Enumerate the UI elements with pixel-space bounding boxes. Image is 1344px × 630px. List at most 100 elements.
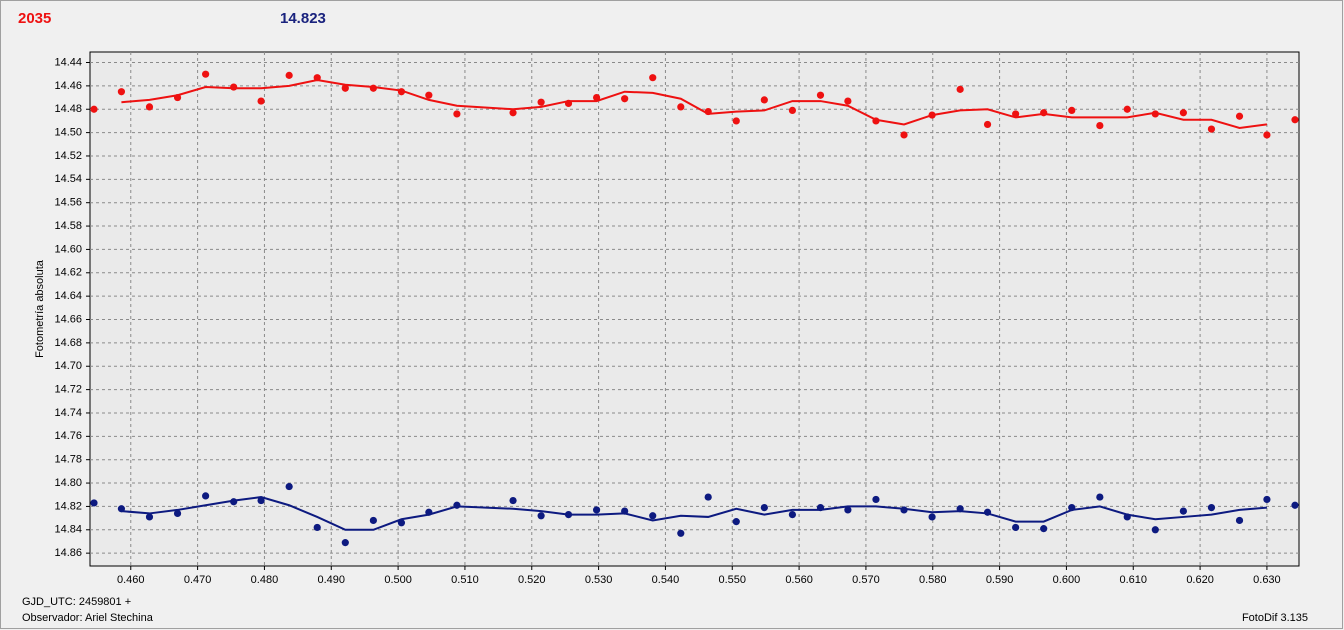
data-point xyxy=(649,74,657,82)
footer-text: Observador: Ariel Stechina xyxy=(22,612,154,624)
data-point xyxy=(1235,516,1244,525)
data-point xyxy=(90,105,98,113)
data-point xyxy=(788,106,797,115)
data-point xyxy=(1123,105,1131,113)
y-tick-label: 14.52 xyxy=(54,150,82,162)
data-point xyxy=(202,492,210,500)
x-tick-label: 0.510 xyxy=(451,574,479,586)
data-point xyxy=(1207,125,1216,133)
data-point xyxy=(145,513,154,521)
data-point xyxy=(900,131,908,139)
y-tick-label: 14.68 xyxy=(54,337,82,349)
data-point xyxy=(1012,523,1020,532)
data-point xyxy=(677,103,685,111)
data-point xyxy=(760,503,768,512)
data-point xyxy=(1040,525,1048,533)
x-tick-label: 0.550 xyxy=(718,574,746,586)
data-point xyxy=(1096,493,1104,501)
footer-text: GJD_UTC: 2459801 + xyxy=(22,596,131,608)
data-point xyxy=(453,110,461,118)
data-point xyxy=(1179,109,1187,117)
data-point xyxy=(760,96,768,104)
x-tick-label: 0.530 xyxy=(585,574,613,586)
data-point xyxy=(341,84,349,92)
x-tick-label: 0.620 xyxy=(1186,574,1214,586)
y-tick-label: 14.58 xyxy=(54,220,82,232)
data-point xyxy=(1235,112,1244,120)
y-tick-label: 14.54 xyxy=(54,173,82,185)
data-point xyxy=(1291,116,1299,124)
data-point xyxy=(1263,495,1271,504)
data-point xyxy=(621,95,629,103)
data-point xyxy=(956,85,964,93)
data-point xyxy=(592,506,601,514)
data-point xyxy=(1263,131,1271,139)
x-tick-label: 0.580 xyxy=(919,574,947,586)
data-point xyxy=(928,513,936,521)
y-tick-label: 14.48 xyxy=(54,103,82,115)
y-axis-label: Fotometría absoluta xyxy=(34,259,46,358)
smoothed-line xyxy=(121,496,1268,531)
y-tick-label: 14.76 xyxy=(54,430,82,442)
data-point xyxy=(509,109,517,117)
data-point xyxy=(677,529,685,537)
data-point xyxy=(509,496,517,505)
data-point xyxy=(872,495,880,504)
y-tick-label: 14.78 xyxy=(54,454,82,466)
data-point xyxy=(537,98,545,106)
x-tick-label: 0.570 xyxy=(852,574,880,586)
data-point xyxy=(145,103,154,111)
x-tick-label: 0.460 xyxy=(117,574,145,586)
data-point xyxy=(732,518,740,526)
data-point xyxy=(1012,110,1020,118)
footer-text: FotoDif 3.135 xyxy=(1242,612,1308,624)
data-point xyxy=(369,516,377,525)
data-point xyxy=(1096,121,1104,130)
y-tick-label: 14.72 xyxy=(54,384,82,396)
y-tick-label: 14.60 xyxy=(54,243,82,255)
y-tick-label: 14.84 xyxy=(54,524,82,536)
data-point xyxy=(1291,501,1299,509)
y-tick-label: 14.70 xyxy=(54,360,82,372)
y-tick-label: 14.62 xyxy=(54,267,82,279)
data-point xyxy=(983,120,992,129)
x-tick-label: 0.590 xyxy=(986,574,1014,586)
x-tick-label: 0.600 xyxy=(1053,574,1081,586)
data-point xyxy=(285,71,293,79)
y-tick-label: 14.82 xyxy=(54,500,82,512)
data-point xyxy=(788,510,797,519)
plot-area xyxy=(89,51,1300,567)
annotation: 2035 xyxy=(18,10,51,27)
data-point xyxy=(117,88,126,96)
y-tick-label: 14.46 xyxy=(54,80,82,92)
data-point xyxy=(173,509,182,518)
x-tick-label: 0.490 xyxy=(317,574,345,586)
data-point xyxy=(285,482,293,491)
data-point xyxy=(341,539,349,547)
data-point xyxy=(257,97,265,105)
annotation: 14.823 xyxy=(280,10,326,27)
x-tick-label: 0.540 xyxy=(652,574,680,586)
smoothed-line xyxy=(121,79,1268,129)
data-point xyxy=(592,93,601,102)
data-point xyxy=(1040,109,1048,117)
x-tick-label: 0.610 xyxy=(1119,574,1147,586)
data-point xyxy=(1207,503,1216,512)
data-point xyxy=(844,97,852,105)
x-tick-label: 0.500 xyxy=(384,574,412,586)
data-point xyxy=(1179,507,1187,515)
data-point xyxy=(230,83,238,91)
x-tick-label: 0.480 xyxy=(251,574,279,586)
data-point xyxy=(313,523,321,532)
data-point xyxy=(257,496,265,505)
x-tick-label: 0.520 xyxy=(518,574,546,586)
data-point xyxy=(649,512,657,520)
x-tick-label: 0.630 xyxy=(1253,574,1281,586)
data-point xyxy=(537,512,545,520)
data-point xyxy=(844,506,852,514)
y-tick-label: 14.86 xyxy=(54,547,82,559)
data-point xyxy=(425,91,433,99)
y-tick-label: 14.50 xyxy=(54,127,82,139)
